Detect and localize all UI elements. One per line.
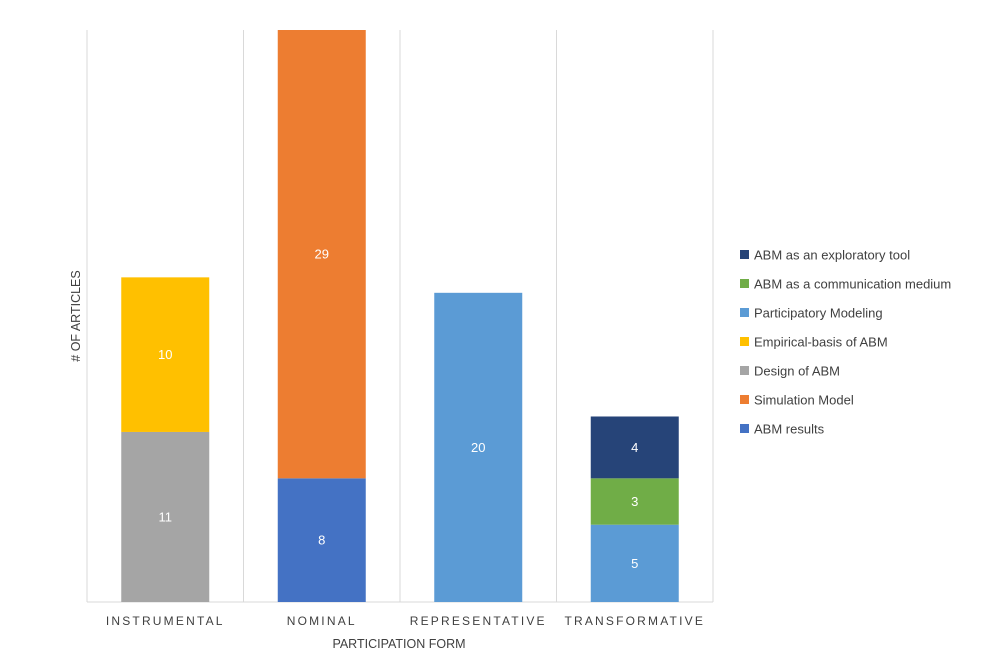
data-label-transformative-abm-as-an-exploratory-tool: 4: [631, 440, 638, 455]
legend-label: Design of ABM: [754, 364, 840, 379]
bar-instrumental-empirical-basis-of-abm: [121, 277, 210, 432]
x-axis: INSTRUMENTAL NOMINAL REPRESENTATIVE TRANSFO…: [106, 614, 705, 628]
legend-item-design-of-abm: Design of ABM: [740, 364, 840, 379]
x-tick-label-representative: REPRESENTATIVE: [410, 614, 547, 628]
data-label-nominal-abm-results: 8: [318, 533, 325, 548]
legend-swatch: [740, 308, 749, 317]
legend-swatch: [740, 366, 749, 375]
data-label-instrumental-empirical-basis-of-abm: 10: [158, 347, 172, 362]
bar-segments: [121, 30, 679, 602]
x-tick-label-transformative: TRANSFORMATIVE: [564, 614, 705, 628]
bar-instrumental-design-of-abm: [121, 431, 210, 602]
bar-transformative-abm-as-an-exploratory-tool: [590, 416, 679, 479]
bar-representative-participatory-modeling: [434, 292, 523, 602]
x-tick-label-nominal: NOMINAL: [287, 614, 357, 628]
y-axis-title: # OF ARTICLES: [69, 270, 83, 361]
legend-label: ABM as a communication medium: [754, 277, 951, 292]
data-labels: 11 10 8 29 20 5 3 4: [158, 247, 638, 571]
x-axis-title: PARTICIPATION FORM: [332, 637, 465, 651]
legend-label: Participatory Modeling: [754, 306, 883, 321]
legend-label: ABM results: [754, 422, 825, 437]
legend-item-abm-results: ABM results: [740, 422, 825, 437]
x-tick-label-instrumental: INSTRUMENTAL: [106, 614, 225, 628]
bar-nominal-abm-results: [277, 478, 366, 602]
data-label-nominal-simulation-model: 29: [315, 247, 329, 262]
legend-item-participatory-modeling: Participatory Modeling: [740, 306, 883, 321]
bar-nominal-simulation-model: [277, 30, 366, 479]
legend-swatch: [740, 250, 749, 259]
bar-transformative-participatory-modeling: [590, 524, 679, 602]
legend-item-abm-as-an-exploratory-tool: ABM as an exploratory tool: [740, 248, 910, 263]
legend-swatch: [740, 279, 749, 288]
legend-swatch: [740, 424, 749, 433]
legend-swatch: [740, 395, 749, 404]
legend-swatch: [740, 337, 749, 346]
data-label-representative-participatory-modeling: 20: [471, 440, 485, 455]
legend-item-simulation-model: Simulation Model: [740, 393, 854, 408]
bar-transformative-abm-as-a-communication-medium: [590, 478, 679, 525]
legend-label: Empirical-basis of ABM: [754, 335, 888, 350]
legend-item-abm-as-a-communication-medium: ABM as a communication medium: [740, 277, 951, 292]
legend-item-empirical-basis-of-abm: Empirical-basis of ABM: [740, 335, 888, 350]
data-label-transformative-participatory-modeling: 5: [631, 556, 638, 571]
legend-label: Simulation Model: [754, 393, 854, 408]
legend-label: ABM as an exploratory tool: [754, 248, 910, 263]
data-label-transformative-abm-as-a-communication-medium: 3: [631, 494, 638, 509]
data-label-instrumental-design-of-abm: 11: [159, 509, 173, 524]
legend: ABM as an exploratory tool ABM as a commu…: [740, 248, 951, 437]
